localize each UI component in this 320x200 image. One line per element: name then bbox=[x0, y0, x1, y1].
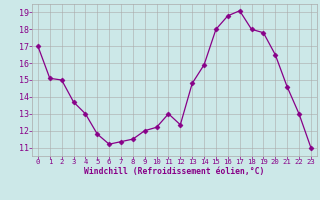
X-axis label: Windchill (Refroidissement éolien,°C): Windchill (Refroidissement éolien,°C) bbox=[84, 167, 265, 176]
